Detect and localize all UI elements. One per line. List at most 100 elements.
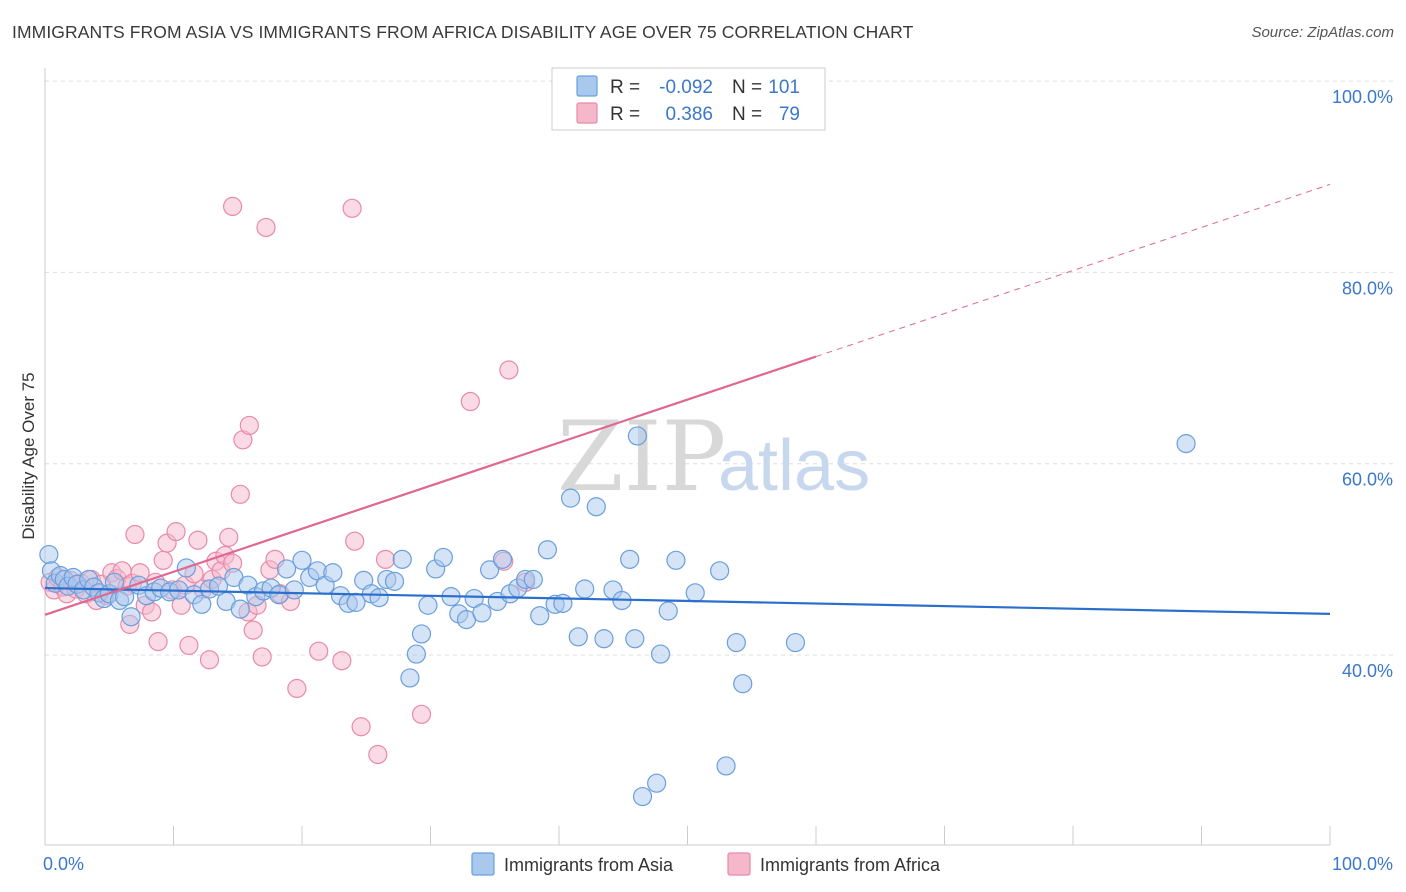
africa-point (375, 549, 396, 569)
africa-trend-line (44, 355, 817, 616)
asia-point (785, 632, 806, 653)
asia-point (406, 644, 426, 664)
asia-point (537, 540, 558, 560)
chart-title: IMMIGRANTS FROM ASIA VS IMMIGRANTS FROM … (12, 22, 914, 42)
asia-point (400, 668, 420, 688)
asia-point (523, 569, 543, 590)
asia-point (553, 593, 573, 613)
y-axis-label: Disability Age Over 75 (19, 372, 38, 539)
y-tick-labels: 40.0% 60.0% 80.0% 100.0% (1332, 87, 1393, 681)
legend-asia-r-label: R = (610, 77, 640, 98)
asia-point (560, 488, 581, 508)
asia-point (472, 603, 492, 623)
asia-point (1176, 434, 1196, 454)
africa-point (153, 550, 173, 570)
y-tick-label: 100.0% (1332, 87, 1393, 107)
africa-point (287, 678, 307, 699)
asia-point (685, 583, 705, 603)
asia-point (292, 550, 312, 570)
africa-point (345, 531, 365, 551)
asia-point (384, 571, 405, 591)
africa-point (309, 641, 329, 661)
watermark-zip: ZIP (557, 401, 726, 513)
africa-point (230, 484, 250, 504)
x-tick-label: 100.0% (1332, 854, 1393, 874)
africa-point (368, 744, 388, 765)
asia-point (411, 624, 432, 644)
legend-africa-r-label: R = (610, 104, 640, 125)
asia-point (627, 426, 647, 446)
africa-point (239, 415, 259, 436)
africa-trend-extension (815, 183, 1331, 358)
legend-africa-n-label: N = (732, 104, 762, 125)
africa-point (499, 360, 519, 380)
asia-point (666, 550, 686, 570)
asia-point (647, 773, 667, 793)
asia-point (39, 544, 59, 565)
africa-point (256, 217, 276, 238)
watermark: ZIP atlas (557, 401, 870, 513)
bottom-legend-asia-label: Immigrants from Asia (504, 855, 674, 875)
africa-point (351, 717, 371, 737)
bottom-legend-asia-swatch (471, 852, 495, 876)
watermark-atlas: atlas (718, 426, 870, 506)
africa-point (188, 530, 208, 550)
africa-point (142, 602, 162, 622)
legend-africa-swatch (576, 102, 598, 124)
asia-point (492, 549, 513, 569)
asia-point (369, 588, 389, 608)
asia-point (480, 560, 500, 580)
africa-point (223, 196, 243, 217)
asia-point (323, 563, 343, 583)
legend-africa-n-value: 79 (779, 104, 800, 125)
asia-point (121, 607, 141, 627)
asia-point (418, 595, 438, 615)
africa-point (199, 650, 220, 670)
africa-point (179, 635, 199, 656)
africa-point (252, 647, 272, 667)
legend-asia-r-value: -0.092 (659, 77, 713, 98)
bottom-legend-africa-swatch (727, 852, 751, 876)
africa-point (148, 632, 168, 652)
bottom-legend-africa-label: Immigrants from Africa (760, 855, 941, 875)
legend-africa-r-value: 0.386 (665, 104, 713, 125)
asia-point (568, 627, 588, 647)
asia-point (230, 599, 250, 619)
asia-point (632, 786, 653, 807)
africa-point (411, 704, 432, 724)
legend-asia-swatch (576, 75, 598, 97)
y-tick-label: 80.0% (1342, 278, 1393, 298)
africa-point (460, 391, 480, 412)
asia-point (625, 629, 645, 649)
asia-point (575, 579, 595, 599)
africa-point (243, 620, 263, 640)
correlation-legend: R = -0.092 N = 101 R = 0.386 N = 79 (551, 67, 826, 131)
asia-point (620, 549, 640, 569)
y-tick-label: 40.0% (1342, 661, 1393, 681)
africa-point (125, 524, 145, 545)
legend-asia-n-value: 101 (768, 77, 800, 98)
asia-point (716, 756, 736, 776)
asia-point (726, 632, 746, 653)
asia-point (650, 644, 671, 664)
series-africa-points (40, 196, 536, 765)
asia-point (192, 594, 212, 614)
series-legend: Immigrants from Asia Immigrants from Afr… (471, 852, 941, 876)
asia-trend-line (44, 586, 1331, 615)
africa-point (342, 198, 362, 218)
africa-point (219, 527, 239, 547)
x-tick-label: 0.0% (43, 854, 84, 874)
legend-asia-n-label: N = (732, 77, 762, 98)
africa-point (332, 651, 352, 671)
africa-point (166, 522, 186, 542)
asia-point (392, 549, 412, 569)
asia-point (733, 674, 753, 694)
asia-point (594, 629, 614, 649)
asia-point (433, 547, 453, 568)
trend-lines (44, 183, 1331, 616)
source-label: Source: ZipAtlas.com (1251, 24, 1394, 41)
axes (44, 68, 1331, 846)
asia-point (586, 497, 606, 517)
asia-point (658, 601, 678, 621)
asia-point (710, 561, 730, 581)
